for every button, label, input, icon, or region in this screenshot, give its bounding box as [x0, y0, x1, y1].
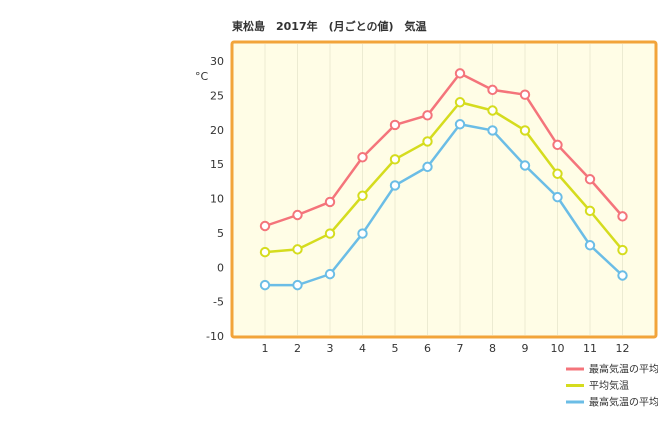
x-tick-label: 10	[551, 342, 565, 355]
y-tick-label: 10	[210, 193, 224, 206]
data-point	[617, 244, 628, 256]
data-point	[422, 136, 433, 147]
legend-item-1: 最高気温の平均	[566, 363, 658, 376]
data-point	[454, 97, 466, 108]
y-tick-label: 15	[210, 158, 224, 171]
legend-label: 平均気温	[589, 379, 629, 392]
data-point	[389, 180, 401, 191]
y-axis-label: °C	[195, 70, 209, 83]
data-point	[552, 191, 563, 203]
data-point	[292, 244, 303, 255]
series-line	[265, 123, 624, 287]
data-point	[259, 220, 271, 232]
data-point	[454, 68, 466, 79]
data-point	[487, 125, 498, 136]
data-point	[389, 119, 401, 131]
data-point	[324, 196, 336, 208]
data-point	[519, 160, 531, 171]
x-tick-label: 8	[489, 342, 496, 355]
x-tick-label: 5	[392, 342, 399, 355]
y-axis-ticks: 30 25 20 15 10 5 0 -5 -10	[206, 55, 224, 343]
data-point	[292, 279, 303, 291]
x-tick-label: 6	[424, 342, 431, 355]
data-point	[454, 119, 466, 130]
series-lines	[259, 68, 628, 291]
data-point	[422, 110, 433, 121]
series-3	[259, 119, 628, 291]
data-point	[259, 246, 271, 258]
data-point	[357, 190, 368, 201]
data-point	[389, 154, 401, 165]
y-tick-label: 5	[217, 227, 224, 240]
data-point	[292, 209, 303, 221]
data-point	[519, 125, 531, 136]
chart-title: 東松島 2017年 (月ごとの値) 気温	[232, 20, 427, 33]
y-tick-label: 30	[210, 55, 224, 68]
series-line	[264, 72, 624, 228]
series-line	[264, 101, 624, 254]
y-tick-label: 20	[210, 124, 224, 137]
y-tick-label: -10	[206, 330, 224, 343]
data-point	[617, 270, 628, 281]
legend-label: 最高気温の平均	[589, 396, 658, 409]
x-tick-label: 9	[522, 342, 529, 355]
y-tick-label: -5	[213, 296, 224, 309]
data-point	[487, 105, 498, 116]
legend-item-2: 平均気温	[566, 379, 629, 392]
data-point	[584, 240, 596, 251]
data-point	[357, 152, 368, 163]
x-tick-label: 7	[457, 342, 464, 355]
y-tick-label: 25	[210, 89, 224, 102]
data-point	[552, 168, 563, 179]
x-tick-label: 1	[262, 342, 269, 355]
x-tick-label: 4	[359, 342, 366, 355]
y-tick-label: 0	[217, 261, 224, 274]
data-point	[259, 279, 271, 291]
x-tick-label: 2	[294, 342, 301, 355]
chart-frame	[230, 40, 658, 339]
data-point	[324, 268, 336, 280]
data-point	[617, 211, 628, 222]
data-point	[584, 205, 596, 217]
data-point	[357, 228, 368, 239]
legend-label: 最高気温の平均	[589, 363, 658, 376]
x-tick-label: 11	[583, 342, 597, 355]
data-point	[519, 89, 531, 100]
legend-item-3: 最高気温の平均	[566, 396, 658, 409]
series-1	[259, 68, 628, 232]
data-point	[552, 139, 563, 151]
data-point	[584, 174, 596, 185]
data-point	[422, 161, 433, 173]
data-point	[487, 84, 498, 96]
data-point	[324, 228, 336, 239]
x-tick-label: 12	[616, 342, 630, 355]
series-2	[259, 97, 628, 258]
x-tick-label: 3	[327, 342, 334, 355]
x-axis-ticks: 1 2 3 4 5 6 7 8 9 10 11 12	[262, 342, 630, 355]
